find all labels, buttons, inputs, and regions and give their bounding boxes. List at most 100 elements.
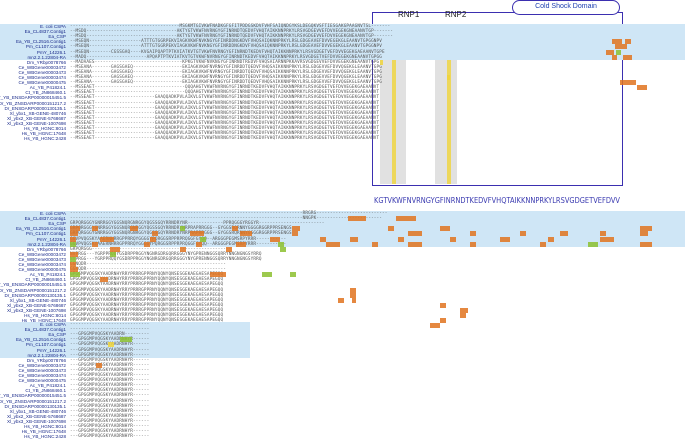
alignment-row: Dr_YB_ZNSDARP0000151217.2 ---GPGGMPVQGSKY… [0,399,685,404]
sequence-residues: --MSSEAET----------------------GAAQQADKP… [70,136,380,142]
sequence-label-cell: Ea_CSP [0,221,66,226]
sequence-label: Ea_YB_CL2516.Contig1 [15,226,66,232]
sequence-label: Xl_ybx2_XB-GENE-5768687 [7,413,66,419]
sequence-label: Xl_ybx3_XB-GENE-1007698 [7,120,66,126]
alignment-row: E. coli CSPA ----------------------------… [0,211,685,216]
conserved-residue-marker [326,241,340,247]
sequence-label: Xl_ybx3_XB-GENE-1007698 [7,418,66,424]
sequence-label-cell: Ct_YB_JN868460.1 [0,277,66,282]
conserved-residue-marker [612,54,617,60]
sequence-label: Hs_YB_HGNC:8014 [24,313,66,318]
sequence-label-cell: Dm_YRbp0078766 [0,247,66,252]
conserved-residue-marker [70,262,76,267]
sequence-residues: ---GPGGMPVQGSKYAADRNHYR------ [70,373,150,378]
alignment-row: Hs_YB_HGNC:2428 ---GPGGMPVQGSKYAADRNHYR--… [0,434,685,439]
conserved-residue-marker [600,231,606,237]
alignment-row: Ea_CSP GRPQRGGGYGNRRGGYGGSNQRGNRGGYQGSSGQ… [0,221,685,226]
sequence-label-cell: Dr_ENSDARP00000130135.1 [0,404,66,409]
conserved-residue-marker [290,272,296,278]
sequence-residues: --MSSEAET----------------------GAAQQADKP… [70,126,380,131]
sequence-label: Hs_YB_HGNC:17648 [21,131,66,137]
conserved-residue-marker [180,246,186,252]
sequence-label-cell: Ct_YB_JN868460.1 [0,388,66,393]
sequence-label-cell: Dr_YB_ENSDARP00000015451.5 [0,393,66,398]
sequence-residues: GPGGMPVQGSKYAADRNHYRRYPRRRGPPRNYQQNYQNSE… [70,292,224,298]
sequence-logo: KGTVKWFNVRNGYGFINRNDTKEDVFVHQTAIKKNNPRKY… [374,196,620,205]
conserved-residue-marker [70,241,76,247]
sequence-label-cell: Xl_ybx2_XB-GENE-5768687 [0,303,66,308]
sequence-label-cell: Xl_ybx2_XB-GENE-5768687 [0,116,66,121]
conserved-residue-marker [560,231,568,237]
sequence-residues: ---GPGGMPVQGSKYAADRNHYR------ [70,357,150,363]
conserved-residue-marker [270,236,280,242]
conserved-residue-marker [625,39,631,45]
alignment-row: Dr_ENSDARP00000130135.1 GPGGMPVQGSKYAADRN… [0,293,685,298]
conserved-residue-marker [606,49,614,55]
rnp1-label: RNP1 [398,10,420,19]
sequence-residues: --MSEQN-------------------ATTTGTGGRPEKVI… [70,39,383,45]
conserved-residue-marker [430,323,440,329]
conserved-residue-marker [615,44,627,50]
sequence-residues: GRPQRGGGYGNRRGGYGGSNQRGNRGGYQGSSGQYRRNDR… [70,221,325,227]
alignment-row: Xl_ybx3_XB-GENE-1007698 ---GPGGMPVQGSKYAA… [0,419,685,424]
alignment-row: Ce_WBGene00003473 NVPRGG---YGRPPRQQYGSDRP… [0,257,685,262]
sequence-label-cell: Hs_YB_HGNC:8014 [0,313,66,318]
conserved-residue-marker [460,313,466,318]
sequence-residues: --MSEANA-------GAGSGAEQ-----------------… [70,75,383,80]
alignment-row: Ea_YB_CL2516.Contig1 --MSEQN-------------… [0,39,685,44]
sequence-label: Ea_CL4837.Contig1 [24,327,66,333]
sequence-label: mn2.2.1.22804-RA [27,352,66,358]
alignment-row: mn2.2.1.22804-RA ---GPGGMPVQGSKYAADRNHYR-… [0,353,685,358]
sequence-logo-letters: KGTVKWFNVRNGYGFINRNDTKEDVFVHQTAIKKNNPRKY… [374,196,620,205]
sequence-label-cell: E. coli CSPA [0,322,66,327]
sequence-residues: ----------------------------- [70,322,150,327]
alignment-row: Dm_YRbp0078766 GRPQRGGG------------------… [0,247,685,252]
conserved-residue-marker [440,226,450,232]
sequence-label: Xl_ybx2_XB-GENE-5768687 [7,302,66,308]
sequence-residues: --MADQ----------------------APQAPTPTKVIA… [70,54,383,60]
sequence-label-cell: Ce_WBGene00000475 [0,267,66,272]
sequence-label-cell: Hs_YB_HGNC:8014 [0,424,66,429]
conserved-residue-marker [144,241,150,247]
conserved-residue-marker [92,241,98,247]
alignment-row: Dr_YB_ZNSDARP0000151217.2 GPGGMPVQGSKYAAD… [0,288,685,293]
sequence-label: Dr_YB_ZNSDARP0000151217.2 [0,287,66,293]
conserved-residue-marker [320,236,326,242]
sequence-residues: ----------------------------------------… [70,211,388,216]
alignment-row: Ct_YB_JN868460.1 --MSSEAET---------------… [0,90,685,95]
sequence-label-cell: Xl_ybx2_XB-GENE-5768687 [0,414,66,419]
sequence-label: Ce_WBGene00003473 [18,367,66,373]
sequence-label-cell: Pm_CL107.Contig1 [0,44,66,49]
conserved-residue-marker [278,241,284,247]
highlighted-sequences-band [0,24,685,60]
sequence-label: Ce_WBGene00003472 [18,64,66,70]
sequence-label: Ac_YB_P41824.1 [29,85,66,91]
sequence-residues: GPGGMPVQGSKYAADRNHYRRYPRRRGPPRNYQQNYQNSE… [70,282,224,288]
conserved-residue-marker [108,342,114,348]
sequence-label: Ce_WBGene00003474 [18,373,66,378]
conserved-residue-marker [232,226,238,232]
cold-shock-domain-label: Cold Shock Domain [512,0,620,15]
sequence-label: Ct_YB_JN868460.1 [25,277,66,283]
conserved-residue-marker [396,216,416,222]
sequence-label: Dr_YB_ENSDARP00000015451.5 [0,282,66,288]
highlighted-sequences-band [0,211,685,247]
conserved-residue-marker [100,277,108,283]
sequence-label: Xl_ybx1_XB-GENE-480746 [9,110,66,116]
alignment-row: Ce_WBGene00003474 --MSEANA-------GAGSGAEQ… [0,75,685,80]
sequence-residues: --MSSEAET----------------------GAAQQADKP… [70,115,380,121]
sequence-label-cell: Hs_YB_HGNC:2428 [0,434,66,439]
sequence-label: Dr_ENSDARP00000130135.1 [4,292,66,298]
sequence-residues: GPGGMPVQGSKYAADRNHYRRYPRRRGPPRNYQQNYQNSE… [70,302,224,308]
alignment-row: Ac_YB_P41824.1 ---GPGGMPVQGSKYAADRNHYR---… [0,383,685,388]
alignment-row: Xl_ybx1_XB-GENE-480746 ---GPGGMPVQGSKYAAD… [0,409,685,414]
sequence-label-cell: Xl_ybx1_XB-GENE-480746 [0,298,66,303]
sequence-residues: ---GPGGMPVQGSKYAADRNHYR------ [70,413,150,419]
sequence-residues: ---GPGGMPVQGSKYAADRNHYR------ [70,383,150,389]
sequence-label: Ea_YB_CL2516.Contig1 [15,39,66,45]
alignment-row: Dr_YB_ENSDARP00000015451.5 --MSSEAET-----… [0,95,685,100]
conserved-residue-marker [588,241,598,247]
alignment-row: Ct_YB_JN868460.1 ---GPGGMPVQGSKYAADRNHYR-… [0,388,685,393]
sequence-label-cell: E. coli CSPA [0,24,66,29]
sequence-label: Ac_YB_P41824.1 [29,383,66,389]
